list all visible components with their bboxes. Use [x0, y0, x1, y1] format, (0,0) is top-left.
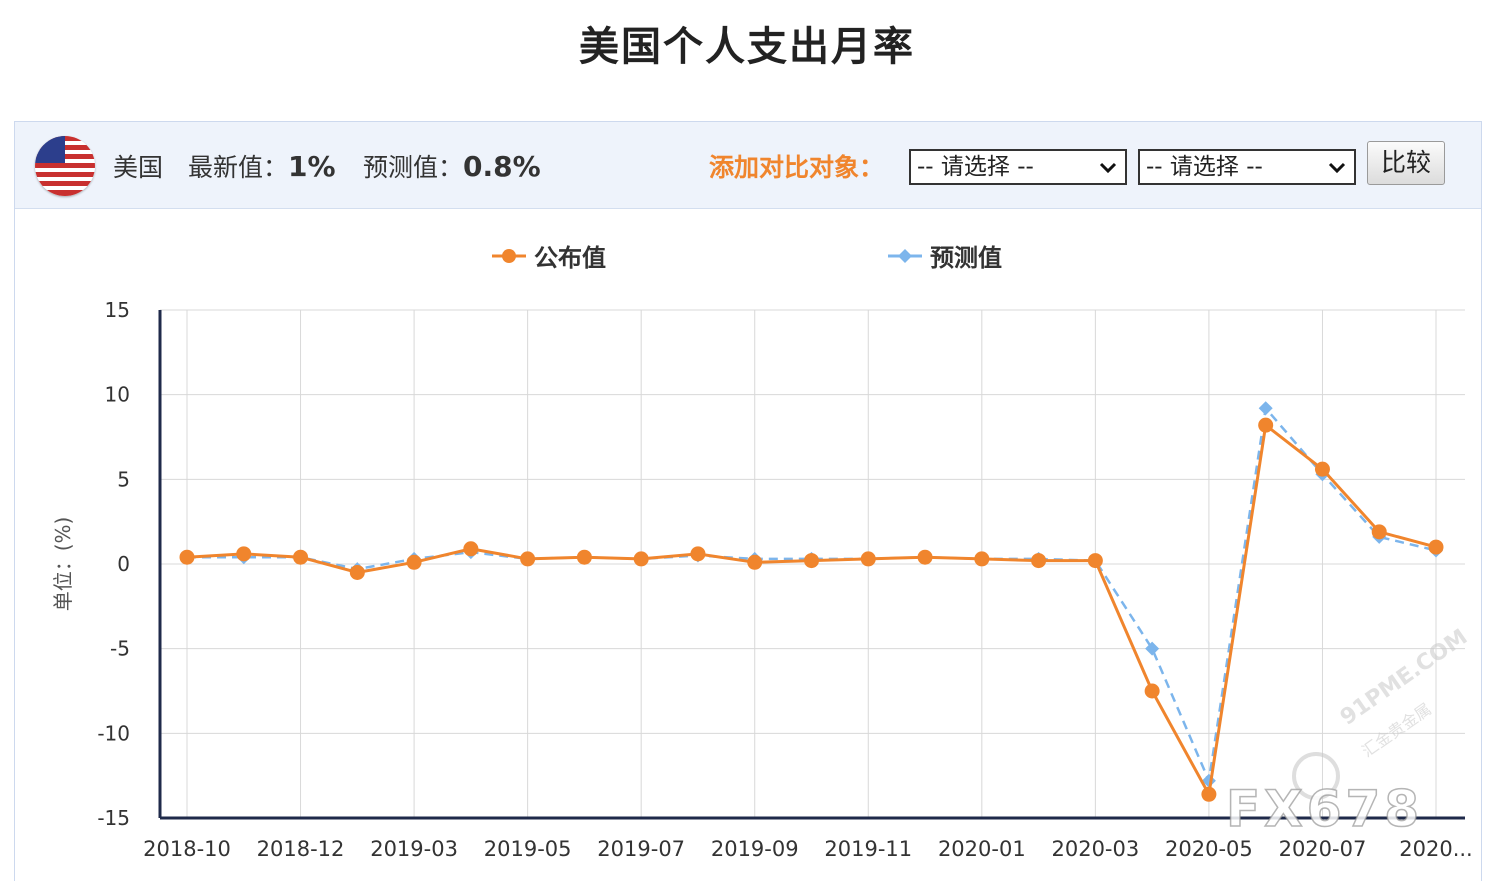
compare-select-2-value: -- 请选择 -- — [1146, 154, 1263, 180]
actual-point — [860, 551, 876, 567]
x-tick-label: 2018-10 — [143, 837, 231, 861]
actual-point — [1201, 786, 1217, 802]
actual-point — [1258, 417, 1274, 433]
actual-point — [747, 554, 763, 570]
x-tick-label: 2019-03 — [370, 837, 458, 861]
legend-label-forecast: 预测值 — [930, 244, 1002, 272]
actual-point — [1371, 524, 1387, 540]
actual-point — [974, 551, 990, 567]
actual-point — [406, 554, 422, 570]
compare-select-2[interactable]: -- 请选择 -- — [1138, 149, 1356, 185]
x-tick-label: 2018-12 — [257, 837, 345, 861]
actual-point — [576, 549, 592, 565]
x-tick-label: 2019-11 — [824, 837, 912, 861]
actual-point — [520, 551, 536, 567]
y-tick-label: 5 — [117, 467, 130, 491]
x-tick-label: 2020... — [1399, 837, 1472, 861]
page-title: 美国个人支出月率 — [579, 24, 915, 70]
legend-label-actual: 公布值 — [534, 244, 606, 272]
forecast-point — [1145, 641, 1160, 656]
y-tick-label: -10 — [97, 721, 130, 745]
actual-point — [917, 549, 933, 565]
forecast-point — [1258, 401, 1273, 416]
y-tick-label: -15 — [97, 806, 130, 830]
x-tick-label: 2019-07 — [597, 837, 685, 861]
actual-point — [463, 541, 479, 557]
x-tick-label: 2020-03 — [1051, 837, 1139, 861]
legend-item-actual[interactable]: 公布值 — [492, 238, 606, 273]
actual-point — [1144, 683, 1160, 699]
toolbar: 美国 最新值：1% 预测值：0.8% 添加对比对象： -- 请选择 -- -- … — [15, 122, 1481, 209]
chevron-down-icon — [1099, 162, 1117, 174]
compare-select-1[interactable]: -- 请选择 -- — [909, 149, 1127, 185]
actual-point — [804, 553, 819, 569]
y-tick-label: -5 — [110, 637, 130, 661]
y-axis-label: 单位：(%) — [51, 517, 75, 612]
actual-point — [633, 551, 649, 567]
actual-point — [236, 546, 252, 562]
y-tick-label: 15 — [105, 298, 130, 322]
country-name: 美国 — [113, 153, 164, 182]
legend-forecast-marker — [888, 248, 922, 263]
x-tick-label: 2020-05 — [1165, 837, 1253, 861]
latest-label: 最新值： — [188, 153, 289, 182]
legend-actual-marker — [492, 248, 526, 263]
actual-series-line — [186, 422, 1437, 799]
actual-point — [690, 546, 706, 562]
latest-value: 1% — [288, 150, 336, 183]
chart-panel: 美国 最新值：1% 预测值：0.8% 添加对比对象： -- 请选择 -- -- … — [14, 121, 1482, 881]
forecast-series-line — [187, 405, 1437, 786]
legend-item-forecast[interactable]: 预测值 — [888, 238, 1002, 273]
actual-point — [293, 549, 309, 565]
y-tick-label: 10 — [105, 383, 130, 407]
compare-label: 添加对比对象： — [709, 153, 885, 182]
chevron-down-icon — [1328, 162, 1346, 174]
x-tick-label: 2020-07 — [1279, 837, 1367, 861]
actual-point — [1428, 539, 1444, 555]
latest-value-group: 最新值：1% — [188, 148, 336, 184]
actual-point — [1087, 553, 1103, 569]
x-tick-label: 2019-05 — [484, 837, 572, 861]
compare-button[interactable]: 比较 — [1367, 141, 1445, 185]
actual-point — [179, 549, 195, 565]
forecast-value: 0.8% — [463, 150, 541, 183]
forecast-label: 预测值： — [363, 153, 464, 182]
actual-point — [349, 564, 365, 580]
actual-point — [1314, 461, 1330, 477]
actual-point — [1031, 553, 1047, 569]
forecast-value-group: 预测值：0.8% — [363, 148, 541, 184]
y-tick-label: 0 — [117, 552, 130, 576]
x-tick-label: 2019-09 — [711, 837, 799, 861]
compare-select-1-value: -- 请选择 -- — [917, 154, 1034, 180]
x-tick-label: 2020-01 — [938, 837, 1026, 861]
